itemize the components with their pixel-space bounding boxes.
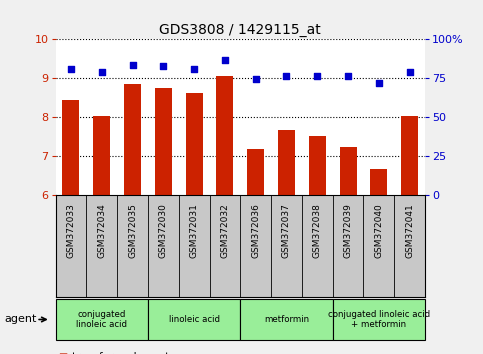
Text: GSM372037: GSM372037 bbox=[282, 203, 291, 258]
Point bbox=[128, 62, 136, 68]
Text: agent: agent bbox=[5, 314, 37, 325]
Text: GSM372039: GSM372039 bbox=[343, 203, 353, 258]
Point bbox=[159, 63, 167, 69]
Text: GSM372041: GSM372041 bbox=[405, 203, 414, 258]
Text: transformed count: transformed count bbox=[72, 352, 170, 354]
Text: GSM372030: GSM372030 bbox=[159, 203, 168, 258]
Point bbox=[98, 70, 106, 75]
Text: linoleic acid: linoleic acid bbox=[169, 315, 220, 324]
Text: GSM372034: GSM372034 bbox=[97, 203, 106, 258]
Text: GSM372040: GSM372040 bbox=[374, 203, 384, 258]
Point bbox=[375, 80, 383, 85]
Text: metformin: metformin bbox=[264, 315, 309, 324]
Bar bbox=[56, 299, 148, 340]
Bar bbox=[247, 149, 264, 354]
Text: ■: ■ bbox=[58, 352, 67, 354]
Bar bbox=[124, 84, 141, 354]
Bar bbox=[340, 147, 356, 354]
Text: conjugated linoleic acid
+ metformin: conjugated linoleic acid + metformin bbox=[328, 310, 430, 329]
Title: GDS3808 / 1429115_at: GDS3808 / 1429115_at bbox=[159, 23, 321, 36]
Text: GSM372038: GSM372038 bbox=[313, 203, 322, 258]
Text: GSM372033: GSM372033 bbox=[67, 203, 75, 258]
Text: GSM372036: GSM372036 bbox=[251, 203, 260, 258]
Point bbox=[313, 74, 321, 79]
Bar bbox=[241, 299, 333, 340]
Bar bbox=[155, 88, 172, 354]
Bar bbox=[401, 116, 418, 354]
Bar bbox=[278, 130, 295, 354]
Bar bbox=[309, 136, 326, 354]
Bar bbox=[93, 116, 110, 354]
Point bbox=[190, 66, 198, 72]
Bar bbox=[370, 169, 387, 354]
Bar bbox=[185, 93, 202, 354]
Text: conjugated
linoleic acid: conjugated linoleic acid bbox=[76, 310, 127, 329]
Text: GSM372032: GSM372032 bbox=[220, 203, 229, 258]
Point bbox=[344, 74, 352, 79]
Bar bbox=[62, 101, 79, 354]
Bar bbox=[216, 76, 233, 354]
Bar bbox=[148, 299, 241, 340]
Point bbox=[221, 57, 229, 63]
Point bbox=[67, 66, 75, 72]
Point bbox=[252, 76, 259, 81]
Point bbox=[406, 70, 413, 75]
Text: GSM372035: GSM372035 bbox=[128, 203, 137, 258]
Text: GSM372031: GSM372031 bbox=[190, 203, 199, 258]
Point bbox=[283, 73, 290, 78]
Bar bbox=[333, 299, 425, 340]
